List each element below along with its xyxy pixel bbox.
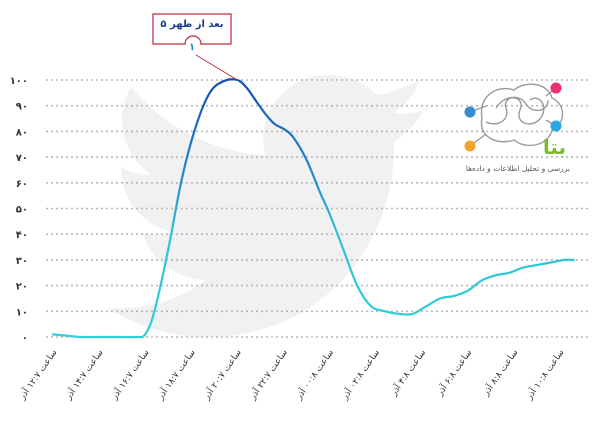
x-tick-label: ساعت ۱۲:۷ آذر	[15, 347, 59, 403]
y-tick-label: ۰	[22, 333, 28, 344]
x-tick-label: ساعت ۲۰:۷ آذر	[200, 347, 244, 403]
series-line-layer	[51, 78, 575, 339]
y-tick-label: ۵۰	[16, 205, 28, 216]
y-tick-label: ۹۰	[16, 102, 28, 113]
brand-name: بتا	[543, 135, 566, 159]
gridlines	[46, 79, 590, 338]
x-tick-label: ساعت ۱۶:۷ آذر	[108, 347, 152, 403]
annotation-leader	[195, 54, 238, 81]
brand-logo-mark	[469, 83, 564, 147]
twitter-bird-icon	[106, 75, 435, 337]
x-tick-label: ساعت ۶:۸ آذر	[433, 347, 474, 399]
series-line	[51, 78, 575, 339]
x-tick-label: ساعت ۸:۸ آذر	[479, 347, 520, 399]
y-tick-label: ۱۰	[16, 307, 28, 318]
brand-dot-cyan	[550, 120, 562, 132]
annotation-value: ۱	[189, 42, 195, 53]
annotation-text: ۵ بعد از ظهر	[160, 19, 223, 30]
x-tick-label: ساعت ۰۲:۸ آذر	[338, 347, 382, 403]
brand-dot-orange	[464, 140, 476, 152]
y-tick-label: ۲۰	[16, 282, 28, 293]
brand-dot-pink	[550, 82, 562, 94]
x-tick-label: ساعت ۱۰:۸ آذر	[522, 347, 566, 403]
y-tick-label: ۶۰	[16, 179, 28, 190]
y-tick-label: ۷۰	[16, 153, 28, 164]
brand-tagline: بررسی و تحلیل اطلاعات و داده‌ها	[466, 164, 570, 173]
annotation-notch	[184, 35, 202, 45]
y-tick-label: ۱۰۰	[10, 76, 28, 87]
x-tick-label: ساعت ۲۲:۷ آذر	[246, 347, 290, 403]
brand-dot-blue	[464, 106, 476, 118]
x-tick-label: ساعت ۰۰:۸ آذر	[292, 347, 336, 403]
y-tick-label: ۸۰	[16, 127, 28, 138]
brand-logo: بتا بررسی و تحلیل اطلاعات و داده‌ها	[464, 82, 570, 173]
peak-annotation: ۵ بعد از ظهر ۱	[152, 13, 238, 81]
y-tick-label: ۴۰	[16, 230, 28, 241]
x-tick-label: ساعت ۴:۸ آذر	[387, 347, 428, 399]
x-tick-label: ساعت ۱۴:۷ آذر	[62, 347, 106, 403]
y-tick-label: ۳۰	[16, 256, 28, 267]
y-axis-ticks: ۰ ۱۰ ۲۰ ۳۰ ۴۰ ۵۰ ۶۰ ۷۰ ۸۰ ۹۰ ۱۰۰	[10, 76, 28, 344]
x-tick-label: ساعت ۱۸:۷ آذر	[154, 347, 198, 403]
